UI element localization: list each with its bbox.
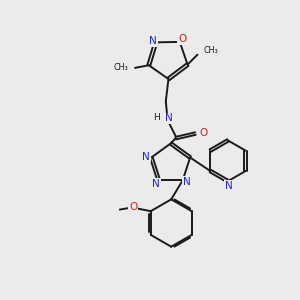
Text: CH₃: CH₃ [203,46,218,55]
Text: H: H [154,112,160,122]
Text: N: N [183,177,190,187]
Text: O: O [178,34,187,44]
Text: N: N [152,179,160,189]
Text: N: N [165,113,172,123]
Text: N: N [225,181,232,191]
Text: O: O [199,128,208,138]
Text: N: N [149,36,157,46]
Text: O: O [129,202,137,212]
Text: CH₃: CH₃ [114,63,128,72]
Text: N: N [142,152,150,161]
